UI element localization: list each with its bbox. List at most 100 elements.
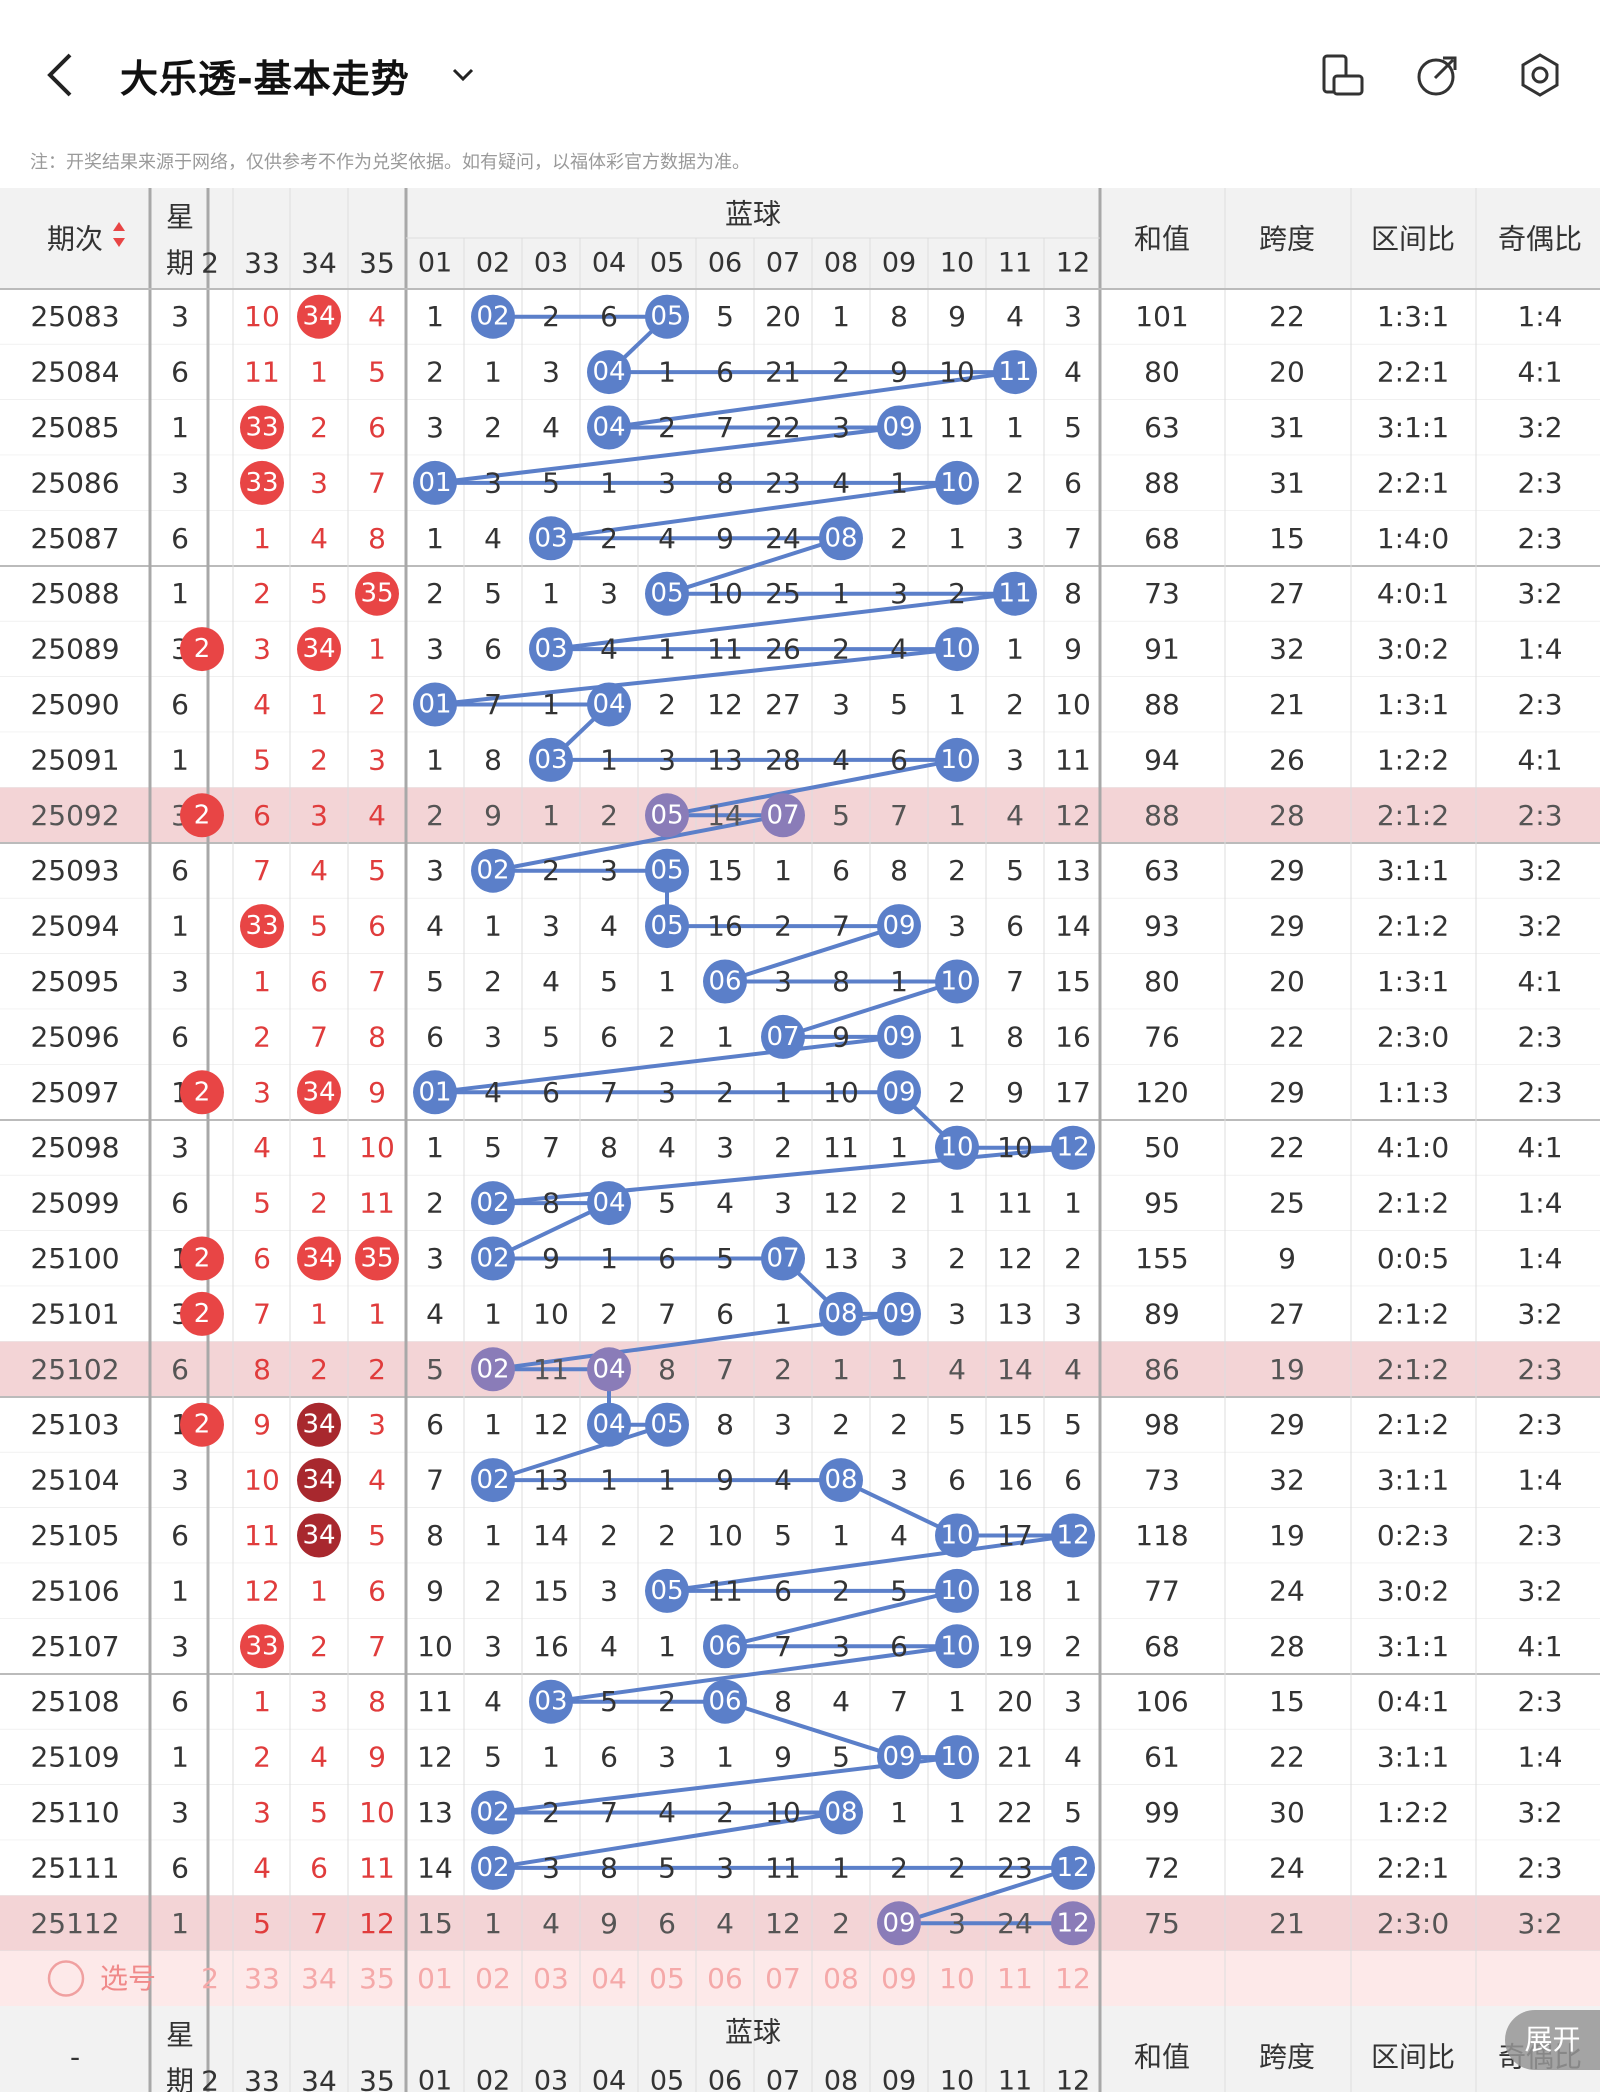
- period-cell: 25106: [30, 1574, 119, 1607]
- blue-miss-count: 4: [600, 633, 618, 666]
- blue-col-header: 03: [534, 2066, 568, 2092]
- red-miss-count: 1: [310, 356, 328, 389]
- blue-miss-count: 4: [426, 1297, 444, 1330]
- chevron-down-icon[interactable]: [448, 60, 478, 90]
- table-row: [0, 1286, 1600, 1342]
- trend-line: [550, 480, 958, 541]
- span-cell: 22: [1269, 300, 1305, 333]
- blue-ball-number: 08: [824, 1299, 857, 1329]
- select-blue-ball[interactable]: 06: [707, 1962, 743, 1995]
- select-blue-ball[interactable]: 08: [823, 1962, 859, 1995]
- week-cell: 6: [171, 1519, 189, 1552]
- select-blue-ball[interactable]: 12: [1055, 1962, 1091, 1995]
- blue-miss-count: 2: [832, 633, 850, 666]
- span-cell: 29: [1269, 1076, 1305, 1109]
- blue-miss-count: 5: [542, 466, 560, 499]
- blue-ball-number: 10: [940, 468, 973, 498]
- odd-cell: 2:3: [1517, 1020, 1562, 1053]
- select-blue-ball[interactable]: 09: [881, 1962, 917, 1995]
- blue-miss-count: 14: [1055, 910, 1091, 943]
- select-blue-ball[interactable]: 02: [475, 1962, 511, 1995]
- red-miss-count: 9: [368, 1741, 386, 1774]
- blue-miss-count: 3: [774, 1187, 792, 1220]
- zone-cell: 2:2:1: [1377, 356, 1449, 389]
- red-miss-count: 5: [253, 1907, 271, 1940]
- blue-miss-count: 3: [890, 577, 908, 610]
- screen-rotate-icon[interactable]: [1320, 52, 1366, 98]
- blue-col-header: 11: [998, 248, 1032, 279]
- blue-miss-count: 1: [484, 1408, 502, 1441]
- period-cell: 25084: [30, 356, 119, 389]
- red-ball: [180, 627, 224, 672]
- blue-ball: [645, 904, 689, 949]
- blue-miss-count: 7: [832, 910, 850, 943]
- select-label[interactable]: 选号: [100, 1962, 156, 1995]
- select-blue-ball[interactable]: 10: [939, 1962, 975, 1995]
- odd-cell: 2:3: [1517, 1076, 1562, 1109]
- blue-miss-count: 7: [600, 1076, 618, 1109]
- blue-col-header: 12: [1056, 2066, 1090, 2092]
- blue-ball: [413, 1070, 457, 1115]
- red-miss-count: 1: [368, 633, 386, 666]
- blue-ball-number: 04: [592, 357, 625, 387]
- odd-cell: 2:3: [1517, 1353, 1562, 1386]
- select-blue-ball[interactable]: 07: [765, 1962, 801, 1995]
- blue-ball: [703, 1679, 747, 1724]
- blue-col-header: 06: [708, 2066, 742, 2092]
- select-blue-ball[interactable]: 05: [649, 1962, 685, 1995]
- select-blue-ball[interactable]: 11: [997, 1962, 1033, 1995]
- red-ball-number: 34: [302, 634, 335, 664]
- blue-miss-count: 1: [600, 1242, 618, 1275]
- span-cell: 19: [1269, 1519, 1305, 1552]
- period-cell: 25099: [30, 1187, 119, 1220]
- select-blue-ball[interactable]: 03: [533, 1962, 569, 1995]
- blue-miss-count: 16: [1055, 1020, 1091, 1053]
- blue-miss-count: 5: [484, 1131, 502, 1164]
- select-red-ball: 2: [201, 1962, 219, 1995]
- blue-miss-count: 1: [484, 1519, 502, 1552]
- period-cell: 25104: [30, 1464, 119, 1497]
- share-icon[interactable]: [1415, 52, 1461, 98]
- blue-ball: [645, 793, 689, 838]
- expand-button[interactable]: 展开: [1505, 2010, 1600, 2070]
- select-blue-ball[interactable]: 01: [417, 1962, 453, 1995]
- blue-miss-count: 6: [600, 300, 618, 333]
- period-cell: 25098: [30, 1131, 119, 1164]
- sum-cell: 95: [1144, 1187, 1180, 1220]
- blue-ball-number: 10: [940, 1631, 973, 1661]
- blue-miss-count: 1: [948, 688, 966, 721]
- blue-miss-count: 8: [1006, 1020, 1024, 1053]
- blue-ball: [703, 1624, 747, 1669]
- red-miss-count: 7: [253, 854, 271, 887]
- table-row: [0, 1341, 1600, 1397]
- select-red-ball[interactable]: 33: [244, 1962, 280, 1995]
- select-red-ball[interactable]: 35: [359, 1962, 395, 1995]
- blue-miss-count: 1: [658, 965, 676, 998]
- red-miss-count: 5: [368, 1519, 386, 1552]
- blue-col-header: 10: [940, 2066, 974, 2092]
- select-red-ball[interactable]: 34: [301, 1962, 337, 1995]
- settings-icon[interactable]: [1517, 52, 1563, 98]
- select-radio-icon[interactable]: [47, 1960, 85, 1997]
- blue-miss-count: 2: [658, 1020, 676, 1053]
- week-header: 星: [166, 201, 194, 234]
- red-miss-count: 10: [244, 300, 280, 333]
- trend-line: [434, 1034, 900, 1095]
- table-row: [0, 1507, 1600, 1564]
- period-cell: 25105: [30, 1519, 119, 1552]
- back-arrow-icon[interactable]: [40, 50, 80, 100]
- red-miss-count: 1: [368, 1297, 386, 1330]
- blue-miss-count: 2: [484, 411, 502, 444]
- blue-miss-count: 23: [997, 1851, 1033, 1884]
- sum-header: 和值: [1134, 223, 1190, 256]
- blue-miss-count: 6: [426, 1020, 444, 1053]
- sum-cell: 72: [1144, 1851, 1180, 1884]
- blue-miss-count: 1: [832, 300, 850, 333]
- sum-cell: 86: [1144, 1353, 1180, 1386]
- blue-miss-count: 1: [600, 1464, 618, 1497]
- blue-miss-count: 2: [426, 577, 444, 610]
- blue-miss-count: 4: [948, 1353, 966, 1386]
- page-title[interactable]: 大乐透-基本走势: [120, 57, 410, 101]
- span-cell: 27: [1269, 1297, 1305, 1330]
- select-blue-ball[interactable]: 04: [591, 1962, 627, 1995]
